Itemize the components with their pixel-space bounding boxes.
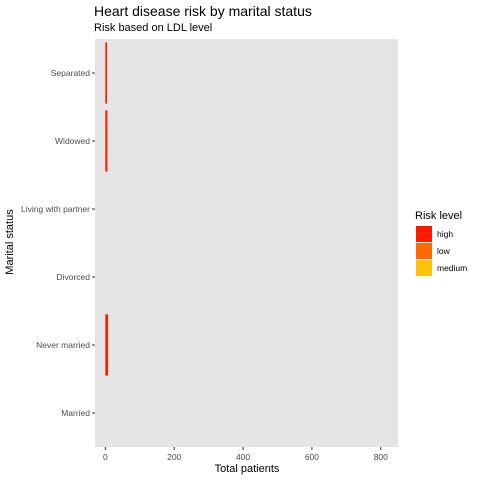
legend-label: medium bbox=[437, 263, 467, 273]
y-tick-label: Separated bbox=[51, 68, 90, 78]
y-tick-label: Never married bbox=[36, 340, 90, 350]
x-tick-label: 800 bbox=[374, 452, 388, 462]
y-tick-label: Living with partner bbox=[21, 204, 90, 214]
x-tick-label: 600 bbox=[305, 452, 319, 462]
y-axis: Married Never married Divorced Living with … bbox=[21, 68, 95, 418]
x-axis-title: Total patients bbox=[215, 463, 280, 475]
bar-high bbox=[105, 314, 109, 376]
chart-subtitle: Risk based on LDL level bbox=[94, 22, 212, 34]
x-tick-label: 400 bbox=[236, 452, 250, 462]
plot-panel bbox=[95, 39, 398, 447]
y-tick-label: Married bbox=[61, 408, 90, 418]
legend-key-low bbox=[416, 243, 432, 259]
y-tick-label: Widowed bbox=[55, 136, 90, 146]
x-tick-label: 200 bbox=[167, 452, 181, 462]
bars-layer bbox=[105, 42, 109, 376]
legend-label: high bbox=[437, 229, 453, 239]
legend-key-high bbox=[416, 226, 432, 242]
y-axis-title: Marital status bbox=[4, 209, 16, 275]
legend: Risk level high low medium bbox=[415, 210, 467, 276]
legend-label: low bbox=[437, 246, 451, 256]
legend-key-medium bbox=[416, 260, 432, 276]
y-tick-label: Divorced bbox=[56, 272, 90, 282]
chart-title: Heart disease risk by marital status bbox=[94, 3, 312, 19]
x-axis: 0 200 400 600 800 bbox=[103, 447, 388, 462]
x-tick-label: 0 bbox=[103, 452, 108, 462]
legend-title: Risk level bbox=[415, 210, 462, 222]
bar-high bbox=[105, 110, 108, 172]
bar-high bbox=[105, 42, 108, 104]
